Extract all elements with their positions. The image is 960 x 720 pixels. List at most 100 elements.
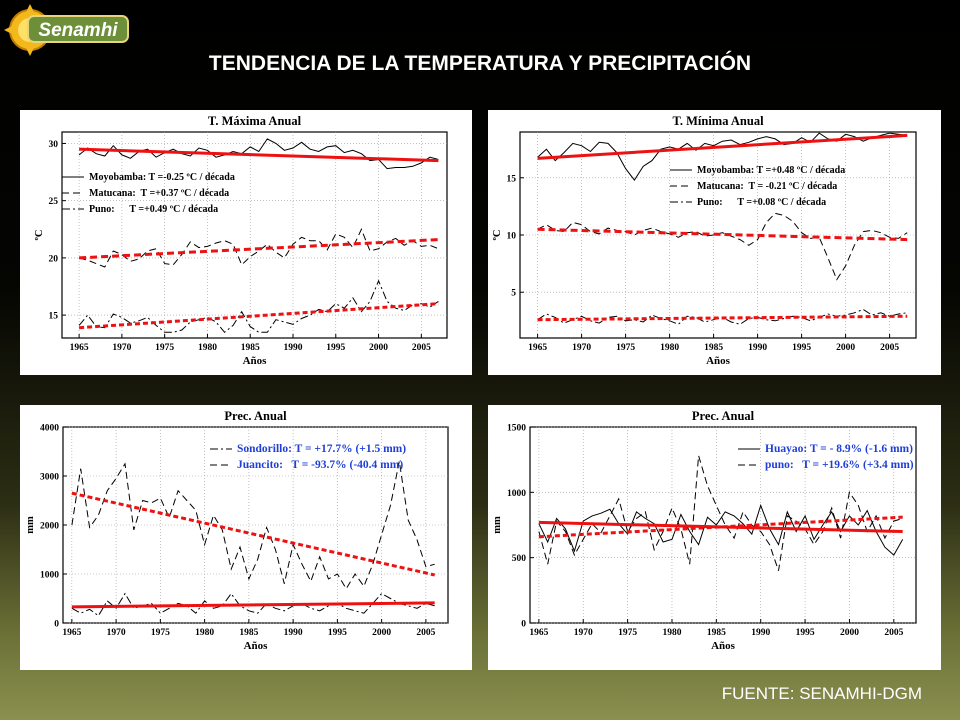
x-tick-label: 2000	[372, 628, 391, 638]
trend-line-3	[79, 302, 439, 330]
y-tick-label: 15	[507, 174, 517, 184]
x-tick-label: 1965	[62, 628, 81, 638]
x-tick-label: 1975	[155, 343, 174, 353]
series-line-2	[71, 592, 435, 617]
x-tick-label: 1985	[241, 343, 260, 353]
x-tick-label: 1995	[796, 628, 815, 638]
x-tick-label: 1975	[151, 628, 170, 638]
legend-label: Sondorillo: T = +17.7% (+1.5 mm)	[237, 443, 406, 455]
trend-line-1	[538, 520, 903, 534]
series-line-2	[78, 228, 439, 268]
trend-line-2	[79, 238, 439, 260]
x-tick-label: 1990	[751, 628, 770, 638]
x-tick-label: 1965	[529, 628, 548, 638]
y-axis-label: mm	[492, 516, 503, 534]
chart-title: T. Mínima Anual	[672, 114, 764, 128]
legend-label: puno: T = +19.6% (+3.4 mm)	[765, 459, 914, 471]
y-tick-label: 5	[511, 289, 516, 299]
trend-line-2	[537, 227, 908, 242]
chart-panel-prec-left: 1965 1970 1975 1980 1985 1990 1995 2000 2005 0 100…	[20, 405, 472, 670]
series-line-1	[71, 461, 435, 590]
y-tick-label: 1000	[507, 489, 526, 499]
chart-prec-left: 1965 1970 1975 1980 1985 1990 1995 2000 2005 0 100…	[25, 409, 449, 652]
x-tick-label: 1965	[70, 343, 89, 353]
legend-label: Huayao: T = - 8.9% (-1.6 mm)	[765, 443, 913, 455]
chart-tmin: 1965 1970 1975 1980 1985 1990 1995 2000 2005 5 10 1…	[492, 114, 917, 367]
y-tick-label: 1500	[507, 424, 526, 434]
series-line-1	[537, 132, 908, 181]
chart-title: Prec. Anual	[692, 409, 755, 423]
trend-line-2	[71, 601, 435, 609]
page-title: TENDENCIA DE LA TEMPERATURA Y PRECIPITAC…	[208, 52, 752, 75]
y-tick-label: 10	[507, 232, 517, 242]
x-tick-label: 2005	[884, 628, 903, 638]
x-tick-label: 1980	[198, 343, 217, 353]
plot-area	[61, 131, 448, 339]
x-axis-label: Años	[711, 640, 736, 652]
x-tick-label: 1985	[239, 628, 258, 638]
y-axis-label: ºC	[34, 229, 45, 240]
x-tick-label: 2000	[836, 343, 855, 353]
x-tick-label: 1985	[707, 628, 726, 638]
y-tick-label: 15	[49, 312, 59, 322]
x-axis-label: Años	[243, 355, 268, 367]
x-tick-label: 2005	[412, 343, 431, 353]
chart-tmax: 1965 1970 1975 1980 1985 1990 1995 2000 2005 15 20…	[34, 114, 448, 367]
x-tick-label: 1970	[572, 343, 591, 353]
legend-label: Moyobamba: T =+0.48 ºC / década	[697, 165, 845, 176]
y-tick-label: 1000	[40, 571, 59, 581]
trend-line-1	[71, 491, 436, 577]
y-axis-label: mm	[25, 516, 36, 534]
y-tick-label: 500	[512, 554, 527, 564]
x-tick-label: 1990	[284, 628, 303, 638]
legend-label: Puno: T =+0.49 ºC / década	[89, 204, 218, 215]
y-tick-label: 4000	[40, 424, 59, 434]
trend-line-2	[538, 515, 903, 539]
chart-title: Prec. Anual	[224, 409, 287, 423]
y-tick-label: 0	[521, 620, 526, 630]
x-tick-label: 1980	[195, 628, 214, 638]
y-tick-label: 2000	[40, 522, 59, 532]
x-tick-label: 1985	[704, 343, 723, 353]
x-tick-label: 1980	[662, 628, 681, 638]
chart-prec-right: 1965 1970 1975 1980 1985 1990 1995 2000 2005 0 500…	[492, 409, 917, 652]
y-tick-label: 20	[49, 254, 59, 264]
trend-line-1	[79, 147, 439, 163]
y-axis-label: ºC	[492, 229, 503, 240]
x-tick-label: 2000	[369, 343, 388, 353]
legend-label: Puno: T =+0.08 ºC / década	[697, 197, 826, 208]
legend-label: Moyobamba: T =-0.25 ºC / década	[89, 172, 235, 183]
legend-label: Matucana: T =+0.37 ºC / década	[89, 188, 229, 199]
x-tick-label: 1970	[112, 343, 131, 353]
logo-text: Senamhi	[38, 20, 118, 41]
x-tick-label: 1990	[284, 343, 303, 353]
x-tick-label: 1975	[618, 628, 637, 638]
series-line-3	[78, 279, 439, 333]
x-tick-label: 2005	[416, 628, 435, 638]
x-axis-label: Años	[244, 640, 269, 652]
x-tick-label: 1995	[326, 343, 345, 353]
y-tick-label: 30	[49, 140, 59, 150]
chart-title: T. Máxima Anual	[208, 114, 302, 128]
y-tick-label: 0	[54, 620, 59, 630]
x-axis-label: Años	[706, 355, 731, 367]
senamhi-logo: Senamhi	[4, 2, 134, 58]
legend-label: Juancito: T = -93.7% (-40.4 mm)	[237, 459, 403, 471]
x-tick-label: 1970	[574, 628, 593, 638]
chart-panel-prec-right: 1965 1970 1975 1980 1985 1990 1995 2000 2005 0 500…	[488, 405, 941, 670]
x-tick-label: 1990	[748, 343, 767, 353]
trend-line-1	[537, 133, 908, 160]
chart-panel-tmin: 1965 1970 1975 1980 1985 1990 1995 2000 2005 5 10 1…	[488, 110, 941, 375]
y-tick-label: 3000	[40, 473, 59, 483]
legend-label: Matucana: T = -0.21 ºC / década	[697, 181, 837, 192]
x-tick-label: 1980	[660, 343, 679, 353]
x-tick-label: 1995	[792, 343, 811, 353]
series-line-2	[537, 212, 908, 281]
chart-panel-tmax: 1965 1970 1975 1980 1985 1990 1995 2000 2005 15 20…	[20, 110, 472, 375]
trend-line-3	[537, 314, 908, 322]
x-tick-label: 2000	[840, 628, 859, 638]
x-tick-label: 2005	[880, 343, 899, 353]
x-tick-label: 1970	[107, 628, 126, 638]
source-note: FUENTE: SENAMHI-DGM	[721, 684, 922, 703]
y-tick-label: 25	[49, 197, 59, 207]
